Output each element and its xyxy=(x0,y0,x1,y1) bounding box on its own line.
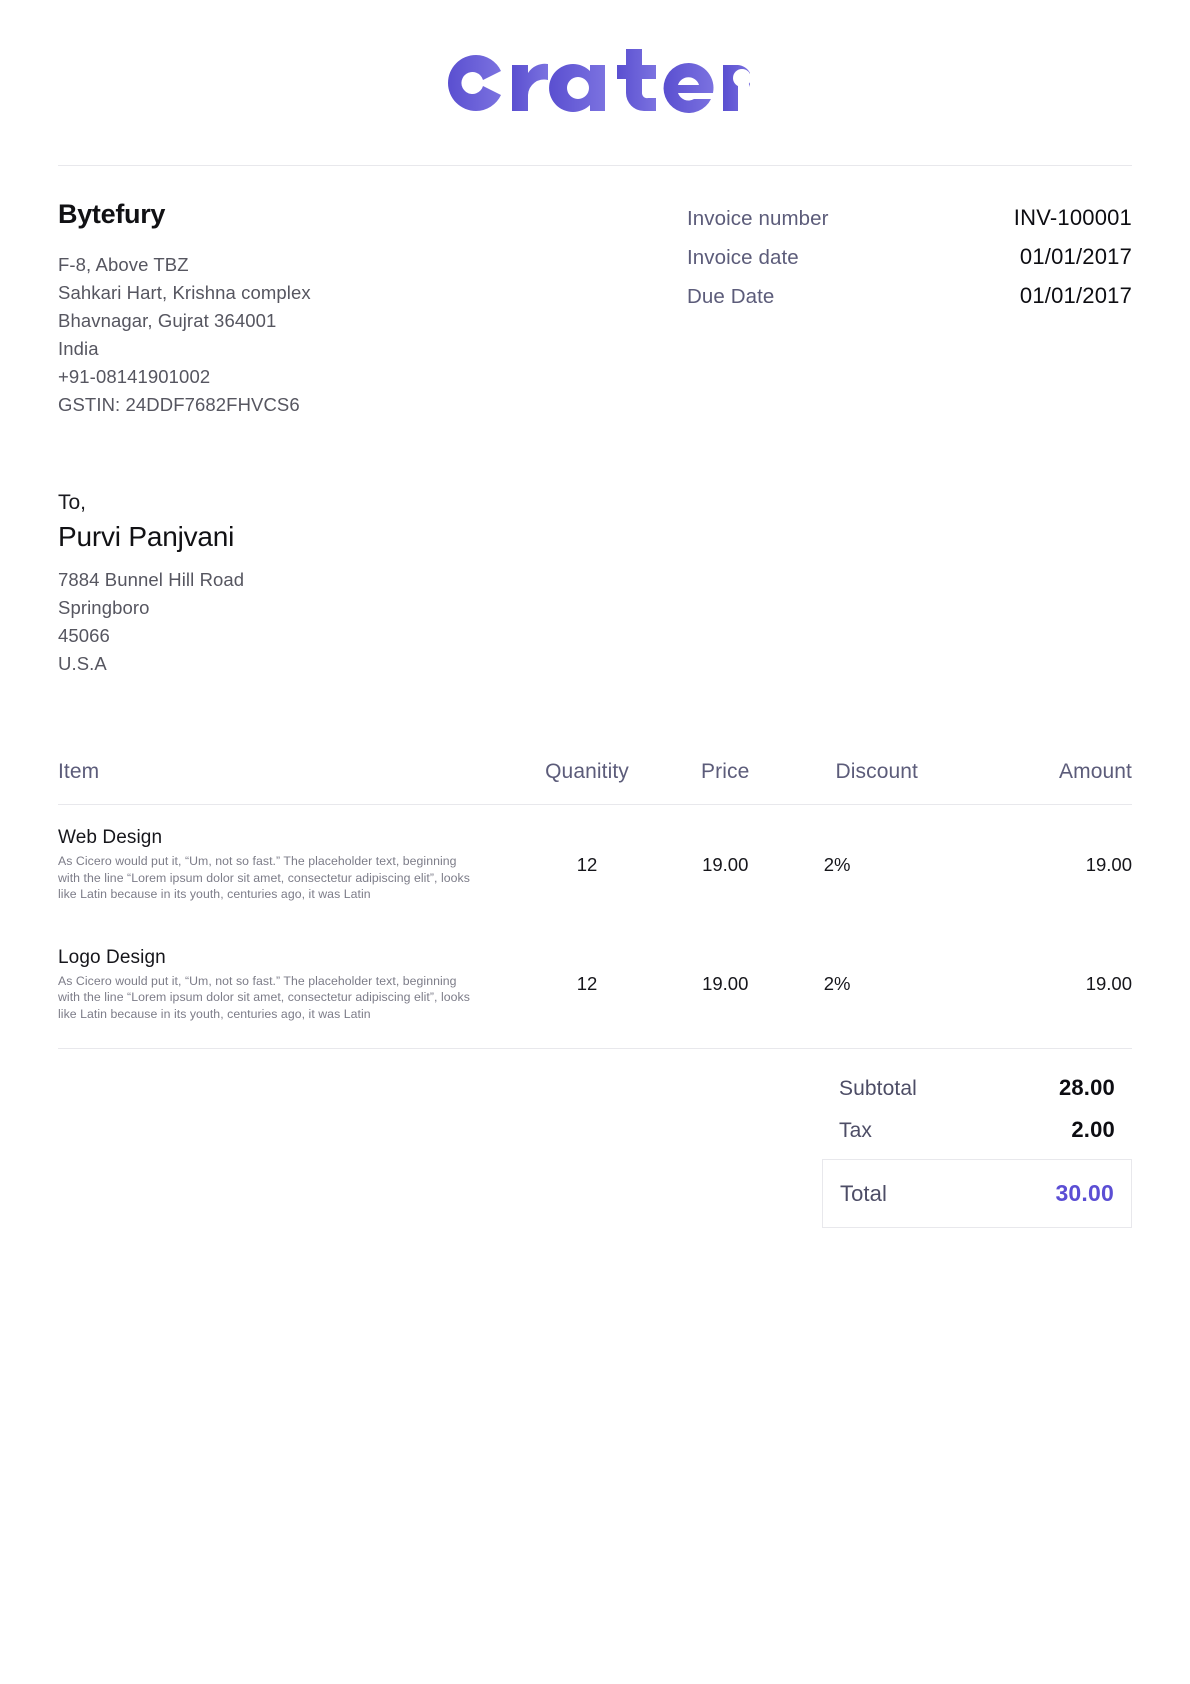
item-discount: 2% xyxy=(791,924,962,1049)
item-quantity: 12 xyxy=(576,853,598,875)
company-address-line: India xyxy=(58,338,99,359)
invoice-date-value: 01/01/2017 xyxy=(1019,244,1132,269)
column-header-price: Price xyxy=(658,760,792,805)
item-cell: Logo Design As Cicero would put it, “Um,… xyxy=(58,924,516,1049)
table-row: Web Design As Cicero would put it, “Um, … xyxy=(58,805,1132,925)
invoice-number-value: INV-100001 xyxy=(1013,205,1132,230)
line-items-table: Item Quanitity Price Discount Amount Web… xyxy=(58,760,1132,1049)
due-date-row: Due Date 01/01/2017 xyxy=(687,283,1132,309)
bill-to-address-line: U.S.A xyxy=(58,653,107,674)
company-address-line: Bhavnagar, Gujrat 364001 xyxy=(58,310,277,331)
item-amount: 19.00 xyxy=(1085,853,1132,875)
company-phone: +91-08141901002 xyxy=(58,366,211,387)
grand-total-label: Total xyxy=(840,1180,887,1206)
grand-total-row: Total 30.00 xyxy=(822,1159,1132,1228)
bill-to-address-line: 45066 xyxy=(58,625,110,646)
invoice-number-label: Invoice number xyxy=(687,207,829,230)
column-header-amount: Amount xyxy=(961,760,1132,805)
table-row: Logo Design As Cicero would put it, “Um,… xyxy=(58,924,1132,1049)
tax-label: Tax xyxy=(839,1119,872,1142)
invoice-number-row: Invoice number INV-100001 xyxy=(687,205,1132,231)
item-price: 19.00 xyxy=(658,924,792,1049)
invoice-date-label: Invoice date xyxy=(687,246,799,269)
item-quantity: 12 xyxy=(515,924,659,1049)
company-address-line: Sahkari Hart, Krishna complex xyxy=(58,282,311,303)
subtotal-row: Subtotal 28.00 xyxy=(822,1075,1132,1101)
totals-block: Subtotal 28.00 Tax 2.00 Total 30.00 xyxy=(822,1075,1132,1228)
due-date-label: Due Date xyxy=(687,285,775,308)
grand-total-value: 30.00 xyxy=(1055,1180,1114,1206)
item-cell: Web Design As Cicero would put it, “Um, … xyxy=(58,805,515,925)
bill-to-address-line: Springboro xyxy=(58,597,150,618)
item-description: As Cicero would put it, “Um, not so fast… xyxy=(58,854,470,901)
bill-to-prefix: To, xyxy=(58,491,87,514)
subtotal-label: Subtotal xyxy=(839,1077,917,1100)
column-header-quantity: Quanitity xyxy=(515,760,659,805)
item-description: As Cicero would put it, “Um, not so fast… xyxy=(58,973,470,1021)
invoice-meta: Invoice number INV-100001 Invoice date 0… xyxy=(687,199,1132,419)
crater-logo xyxy=(448,48,750,113)
item-amount: 19.00 xyxy=(961,924,1132,1049)
tax-value: 2.00 xyxy=(1071,1117,1115,1142)
company-name: Bytefury xyxy=(58,199,166,229)
company-info: Bytefury F-8, Above TBZ Sahkari Hart, Kr… xyxy=(58,199,528,419)
tax-row: Tax 2.00 xyxy=(822,1117,1132,1143)
bill-to-name: Purvi Panjvani xyxy=(58,521,235,552)
item-discount: 2% xyxy=(823,853,851,875)
line-items-body: Web Design As Cicero would put it, “Um, … xyxy=(58,805,1132,1049)
bill-to-section: To, Purvi Panjvani 7884 Bunnel Hill Road… xyxy=(58,491,1132,678)
invoice-date-row: Invoice date 01/01/2017 xyxy=(687,244,1132,270)
due-date-value: 01/01/2017 xyxy=(1019,283,1132,308)
brand-logo-area xyxy=(58,0,1132,165)
item-name: Web Design xyxy=(58,827,163,848)
line-items-header: Item Quanitity Price Discount Amount xyxy=(58,760,1132,805)
company-gstin: GSTIN: 24DDF7682FHVCS6 xyxy=(58,394,300,415)
invoice-header-info: Bytefury F-8, Above TBZ Sahkari Hart, Kr… xyxy=(58,166,1132,419)
totals-section: Subtotal 28.00 Tax 2.00 Total 30.00 xyxy=(58,1075,1132,1228)
column-header-item: Item xyxy=(58,760,516,805)
table-header-row: Item Quanitity Price Discount Amount xyxy=(58,760,1132,805)
column-header-discount: Discount xyxy=(791,760,962,805)
item-price: 19.00 xyxy=(702,853,749,875)
subtotal-value: 28.00 xyxy=(1058,1075,1115,1100)
header-divider xyxy=(58,165,1132,166)
bill-to-address-line: 7884 Bunnel Hill Road xyxy=(58,569,245,590)
item-name: Logo Design xyxy=(58,946,166,968)
company-address-line: F-8, Above TBZ xyxy=(58,254,189,275)
